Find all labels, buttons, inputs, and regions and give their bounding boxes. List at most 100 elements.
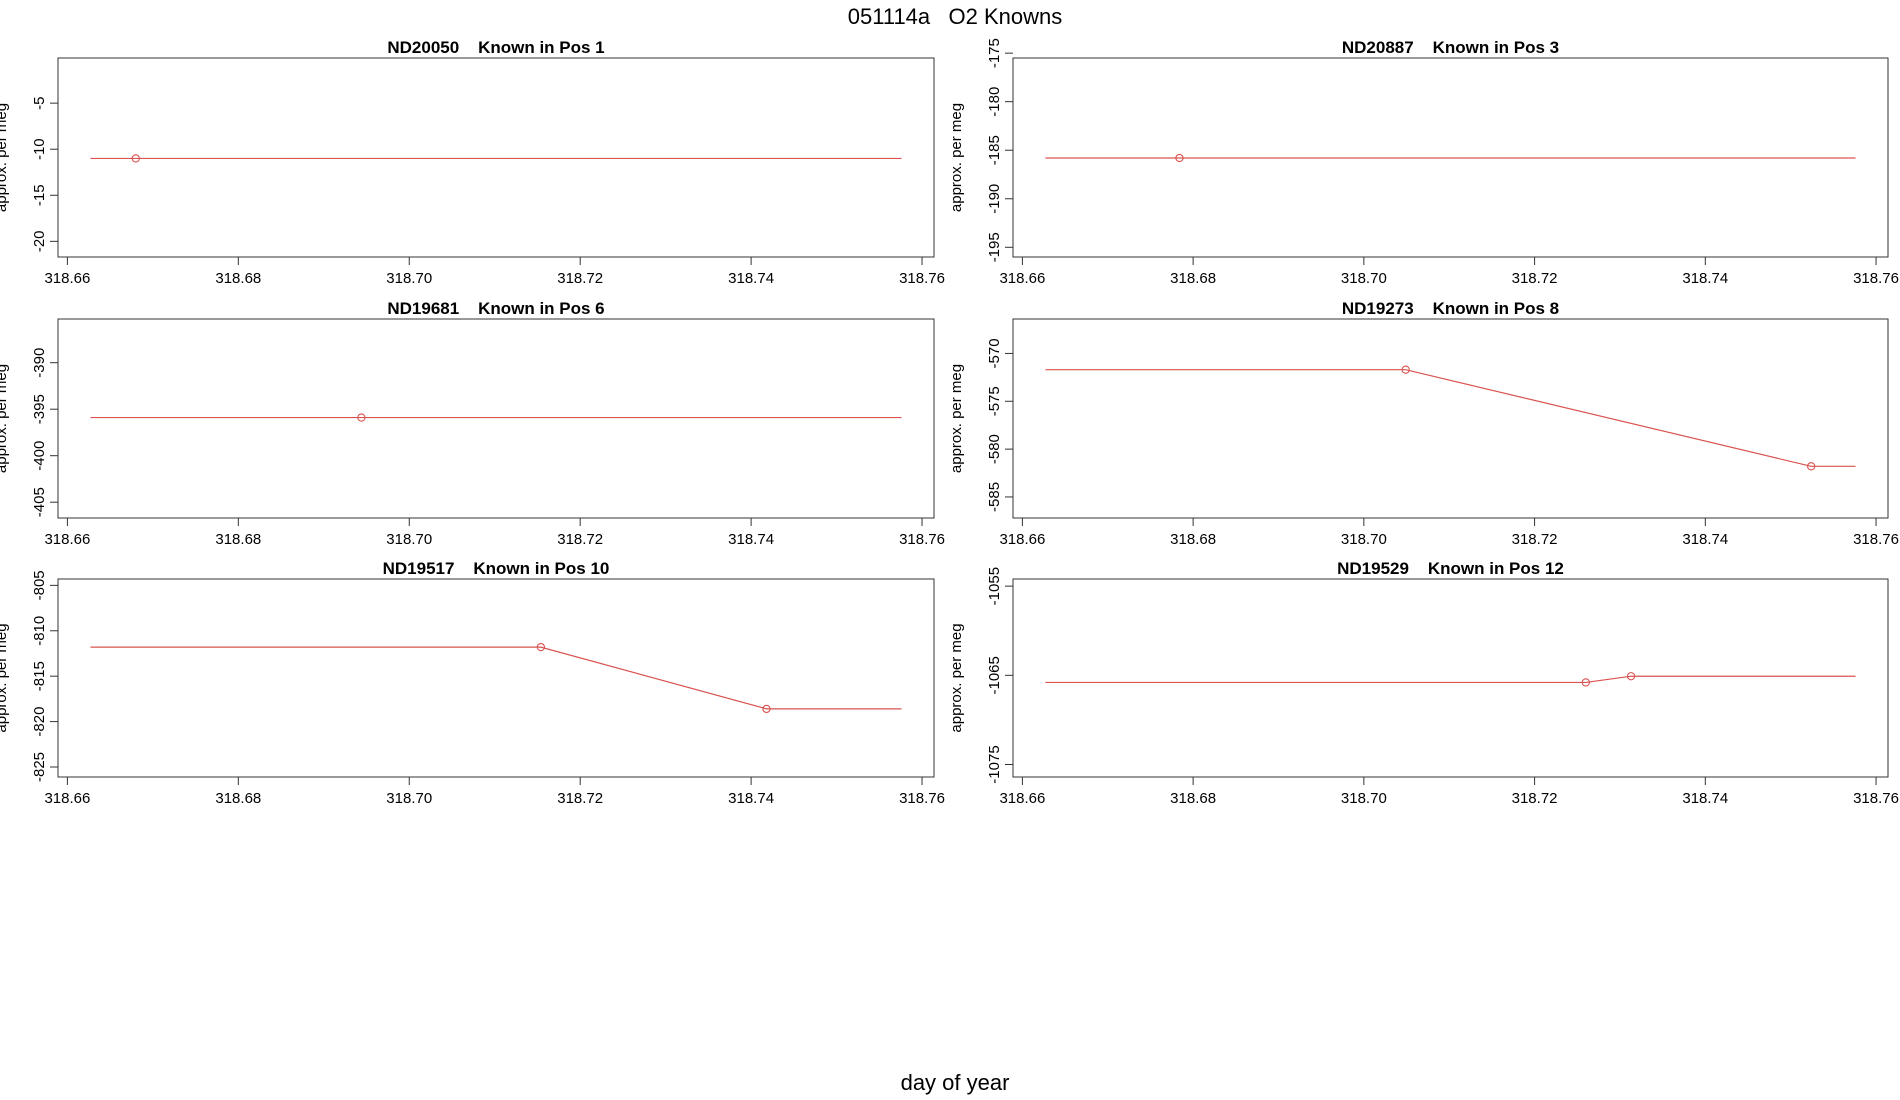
panel: ND19273 Known in Pos 8 approx. per meg 318… xyxy=(948,299,1899,548)
x-tick-label: 318.76 xyxy=(899,270,945,287)
data-point xyxy=(1626,672,1636,681)
x-tick-label: 318.66 xyxy=(999,270,1045,287)
y-tick-label: -400 xyxy=(31,441,48,471)
x-tick-label: 318.70 xyxy=(386,270,432,287)
x-tick-label: 318.66 xyxy=(999,790,1045,807)
x-tick-label: 318.74 xyxy=(1682,270,1728,287)
y-tick-label: -10 xyxy=(31,138,48,160)
x-tick-label: 318.72 xyxy=(557,531,603,548)
plot-frame xyxy=(1012,57,1889,258)
y-axis-label: approx. per meg xyxy=(0,623,10,732)
y-tick-label: -1075 xyxy=(986,745,1003,783)
y-axis-label: approx. per meg xyxy=(0,364,10,473)
x-tick-label: 318.66 xyxy=(44,531,90,548)
x-tick-label: 318.76 xyxy=(899,790,945,807)
x-tick-label: 318.76 xyxy=(899,531,945,548)
x-tick-label: 318.72 xyxy=(1512,270,1558,287)
panel-title: ND19273 Known in Pos 8 xyxy=(1342,299,1559,318)
y-tick-label: -820 xyxy=(31,707,48,737)
x-tick-label: 318.74 xyxy=(1682,531,1728,548)
figure-title: 051114a O2 Knowns xyxy=(848,4,1062,29)
plot-frame xyxy=(57,57,935,258)
panel-title: ND20050 Known in Pos 1 xyxy=(387,38,604,57)
x-tick-label: 318.68 xyxy=(215,531,261,548)
panel: ND19517 Known in Pos 10 approx. per meg 31… xyxy=(0,559,945,807)
y-tick-label: -825 xyxy=(31,752,48,782)
data-point xyxy=(1581,678,1590,687)
x-tick-label: 318.74 xyxy=(1682,790,1728,807)
panel-title: ND20887 Known in Pos 3 xyxy=(1342,38,1559,57)
y-axis-label: approx. per meg xyxy=(948,364,965,473)
y-tick-label: -185 xyxy=(986,135,1003,165)
y-tick-label: -1065 xyxy=(986,656,1003,694)
x-tick-label: 318.76 xyxy=(1853,270,1899,287)
x-tick-label: 318.74 xyxy=(728,270,774,287)
y-axis-label: approx. per meg xyxy=(0,103,10,212)
x-tick-label: 318.66 xyxy=(999,531,1045,548)
x-tick-label: 318.72 xyxy=(1512,790,1558,807)
data-point xyxy=(536,642,546,652)
panel-title: ND19517 Known in Pos 10 xyxy=(383,559,610,578)
panel: ND19529 Known in Pos 12 approx. per meg 31… xyxy=(948,559,1899,807)
x-tick-label: 318.68 xyxy=(1170,270,1216,287)
y-axis-label: approx. per meg xyxy=(948,103,965,212)
y-tick-label: -395 xyxy=(31,394,48,424)
y-tick-label: -585 xyxy=(986,482,1003,512)
data-point xyxy=(762,704,771,714)
data-point xyxy=(131,154,140,163)
x-tick-label: 318.74 xyxy=(728,531,774,548)
y-tick-label: -15 xyxy=(31,184,48,206)
x-tick-label: 318.72 xyxy=(557,790,603,807)
y-tick-label: -815 xyxy=(31,661,48,691)
data-line xyxy=(1045,369,1856,467)
x-tick-label: 318.70 xyxy=(386,790,432,807)
x-tick-label: 318.70 xyxy=(1341,531,1387,548)
x-tick-label: 318.74 xyxy=(728,790,774,807)
x-tick-label: 318.66 xyxy=(44,270,90,287)
y-axis-label: approx. per meg xyxy=(948,623,965,732)
y-tick-label: -20 xyxy=(31,230,48,252)
panel-title: ND19529 Known in Pos 12 xyxy=(1337,559,1564,578)
plot-frame xyxy=(1012,578,1889,778)
data-line xyxy=(90,646,902,710)
x-tick-label: 318.66 xyxy=(44,790,90,807)
panel: ND20887 Known in Pos 3 approx. per meg 318… xyxy=(948,38,1899,287)
plot-frame xyxy=(57,318,935,519)
y-tick-label: -570 xyxy=(986,338,1003,368)
x-tick-label: 318.68 xyxy=(1170,790,1216,807)
panel-title: ND19681 Known in Pos 6 xyxy=(387,299,604,318)
x-tick-label: 318.76 xyxy=(1853,531,1899,548)
y-tick-label: -5 xyxy=(31,96,48,109)
y-tick-label: -580 xyxy=(986,434,1003,464)
y-tick-label: -195 xyxy=(986,232,1003,262)
x-tick-label: 318.68 xyxy=(215,270,261,287)
x-tick-label: 318.68 xyxy=(215,790,261,807)
y-tick-label: -390 xyxy=(31,348,48,378)
y-tick-label: -810 xyxy=(31,616,48,646)
x-tick-label: 318.68 xyxy=(1170,531,1216,548)
data-point xyxy=(357,413,366,422)
x-tick-label: 318.72 xyxy=(1512,531,1558,548)
x-tick-label: 318.70 xyxy=(1341,270,1387,287)
y-tick-label: -1055 xyxy=(986,567,1003,605)
data-point xyxy=(1807,462,1816,471)
x-axis-label: day of year xyxy=(901,1070,1010,1095)
panel: ND20050 Known in Pos 1 approx. per meg 318… xyxy=(0,38,945,287)
x-tick-label: 318.70 xyxy=(386,531,432,548)
plot-frame xyxy=(1012,318,1889,519)
y-tick-label: -180 xyxy=(986,87,1003,117)
x-tick-label: 318.70 xyxy=(1341,790,1387,807)
y-tick-label: -175 xyxy=(986,38,1003,68)
x-tick-label: 318.72 xyxy=(557,270,603,287)
y-tick-label: -190 xyxy=(986,184,1003,214)
panel: ND19681 Known in Pos 6 approx. per meg 318… xyxy=(0,299,945,548)
data-line xyxy=(1045,675,1856,684)
y-tick-label: -805 xyxy=(31,570,48,600)
data-point xyxy=(1401,365,1410,374)
y-tick-label: -405 xyxy=(31,487,48,517)
y-tick-label: -575 xyxy=(986,386,1003,416)
data-point xyxy=(1175,153,1184,163)
plot-frame xyxy=(57,578,935,778)
x-tick-label: 318.76 xyxy=(1853,790,1899,807)
